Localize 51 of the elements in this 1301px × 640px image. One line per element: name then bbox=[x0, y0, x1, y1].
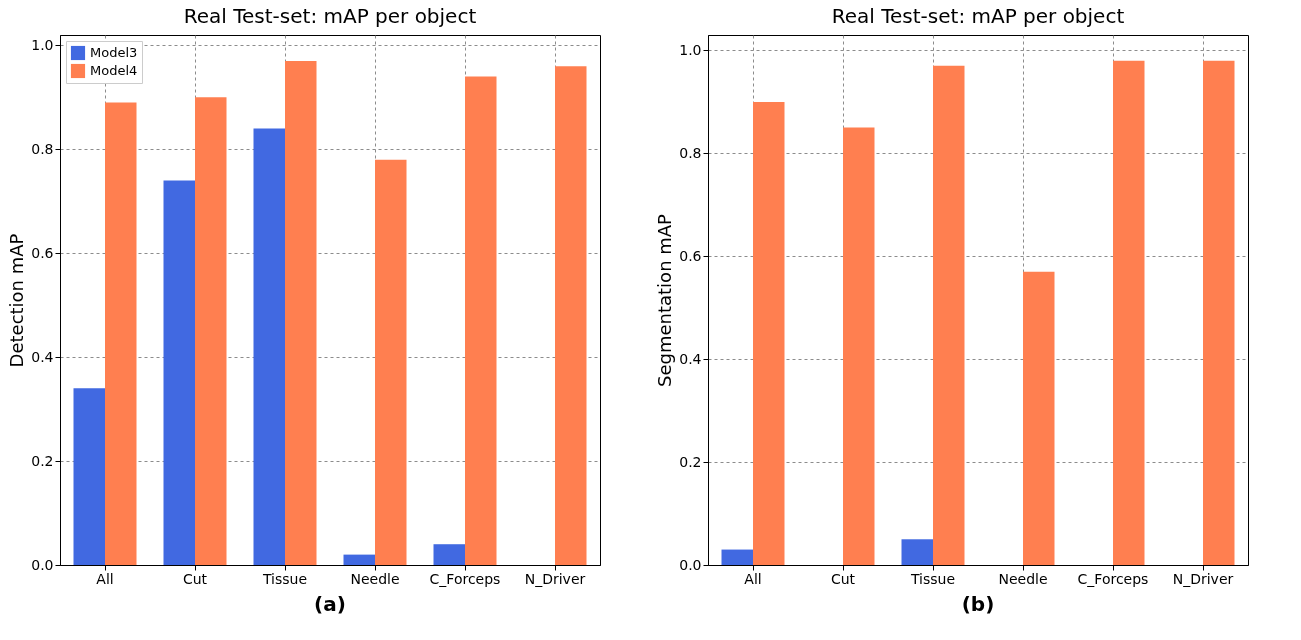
y-tick-label: 1.0 bbox=[31, 36, 54, 53]
bar bbox=[901, 539, 933, 565]
bar bbox=[933, 65, 965, 565]
bar bbox=[285, 60, 317, 565]
x-tick-label: C_Forceps bbox=[1077, 570, 1149, 587]
y-tick-label: 1.0 bbox=[679, 41, 702, 58]
y-tick-label: 0.2 bbox=[31, 452, 54, 469]
x-tick-label: All bbox=[96, 570, 114, 587]
text: (a) bbox=[314, 592, 346, 616]
x-tick-label: Needle bbox=[998, 570, 1048, 587]
chart-title: Real Test-set: mAP per object bbox=[183, 4, 477, 28]
x-tick-label: All bbox=[744, 570, 762, 587]
bar bbox=[105, 102, 137, 565]
bar bbox=[721, 549, 753, 565]
bar bbox=[343, 554, 375, 565]
x-tick-label: Needle bbox=[350, 570, 400, 587]
chart-title: Real Test-set: mAP per object bbox=[831, 4, 1125, 28]
y-tick-label: 0.0 bbox=[679, 556, 702, 573]
x-tick-label: C_Forceps bbox=[429, 570, 501, 587]
bar bbox=[375, 159, 407, 565]
x-tick-label: Tissue bbox=[261, 570, 308, 587]
y-tick-label: 0.6 bbox=[679, 247, 702, 264]
legend-label: Model4 bbox=[90, 63, 138, 78]
y-axis-title: Detection mAP bbox=[6, 233, 28, 368]
bar bbox=[753, 101, 785, 565]
y-tick-label: 0.4 bbox=[31, 348, 54, 365]
x-tick-label: Tissue bbox=[909, 570, 956, 587]
bar bbox=[253, 128, 285, 565]
legend-label: Model3 bbox=[90, 45, 138, 60]
y-tick-label: 0.2 bbox=[679, 453, 702, 470]
bar bbox=[1203, 60, 1235, 565]
bar bbox=[1023, 271, 1055, 565]
y-tick-label: 0.0 bbox=[31, 556, 54, 573]
x-tick-label: Cut bbox=[182, 570, 208, 587]
x-tick-label: N_Driver bbox=[1172, 570, 1234, 587]
y-tick-label: 0.8 bbox=[31, 140, 54, 157]
y-tick-label: 0.6 bbox=[31, 244, 54, 261]
bar bbox=[195, 97, 227, 565]
bar bbox=[555, 66, 587, 565]
x-tick-label: N_Driver bbox=[524, 570, 586, 587]
text: (b) bbox=[961, 592, 995, 616]
y-axis-title: Segmentation mAP bbox=[654, 213, 676, 387]
y-tick-label: 0.4 bbox=[679, 350, 702, 367]
bar bbox=[1113, 60, 1145, 565]
y-tick-label: 0.8 bbox=[679, 144, 702, 161]
bar bbox=[433, 544, 465, 565]
bar bbox=[465, 76, 497, 565]
bar bbox=[163, 180, 195, 565]
x-tick-label: Cut bbox=[830, 570, 856, 587]
bar bbox=[73, 388, 105, 565]
bar bbox=[843, 127, 875, 565]
